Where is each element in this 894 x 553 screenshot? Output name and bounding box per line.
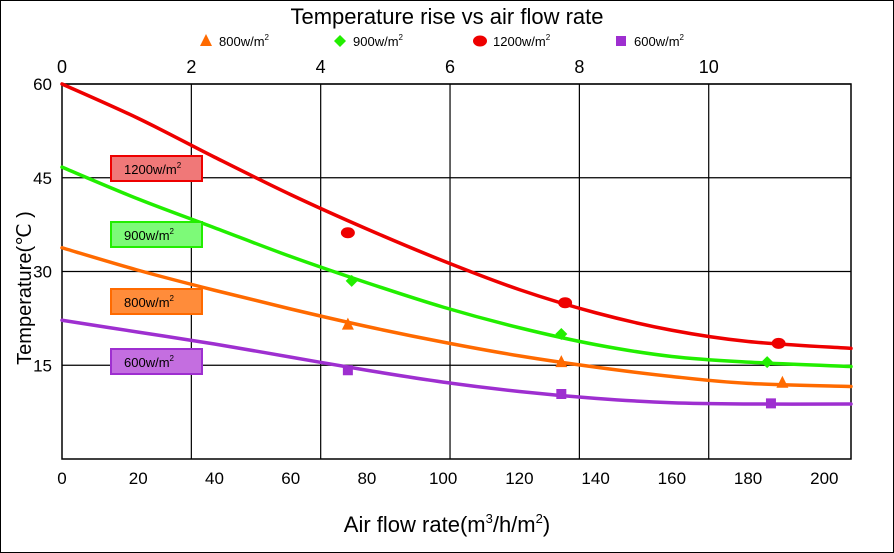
legend-label: 900w/m2 (353, 33, 404, 49)
x-top-tick-label: 6 (445, 57, 455, 77)
chart-title: Temperature rise vs air flow rate (291, 4, 604, 29)
legend-marker-circle (473, 35, 487, 47)
curve-label-text: 1200w/m2 (124, 161, 182, 177)
legend-label-sup: 2 (546, 33, 551, 42)
x-top-tick-label: 4 (316, 57, 326, 77)
x-tick-label: 180 (734, 469, 762, 488)
legend-label-sup: 2 (680, 33, 685, 42)
x-tick-label: 100 (429, 469, 457, 488)
data-point-triangle (555, 355, 568, 368)
y-tick-label: 15 (33, 356, 52, 375)
curve-label-sup: 2 (170, 294, 175, 303)
data-point-square (556, 389, 567, 399)
y-tick-label: 45 (33, 169, 52, 188)
legend-label-sup: 2 (399, 33, 404, 42)
curve-label-box (110, 155, 203, 182)
data-point-diamond (761, 356, 774, 369)
legend-label: 800w/m2 (219, 33, 270, 49)
x-tick-label: 80 (357, 469, 376, 488)
data-point-circle (771, 337, 786, 349)
data-point-triangle (776, 375, 789, 388)
markers (340, 227, 789, 409)
data-point-diamond (555, 328, 568, 340)
x-tick-label: 0 (57, 469, 66, 488)
legend-label-sup: 2 (265, 33, 270, 42)
x-tick-label: 200 (810, 469, 838, 488)
y-axis-label: Temperature(℃ ) (14, 211, 36, 365)
series-lines (60, 82, 853, 406)
y-tick-label: 30 (33, 263, 52, 282)
x-tick-label: 60 (281, 469, 300, 488)
x-top-tick-label: 0 (57, 57, 67, 77)
data-point-circle (558, 297, 573, 309)
legend-label: 600w/m2 (634, 33, 685, 49)
series-line-circle (60, 82, 853, 351)
x-axis-label-main: Air flow rate(m (344, 512, 486, 537)
x-tick-label: 120 (505, 469, 533, 488)
x-axis-label-end: ) (543, 512, 550, 537)
series-line-triangle (60, 246, 853, 389)
series-line-diamond (60, 165, 853, 369)
curve-label-sup: 2 (170, 354, 175, 363)
curve-label-text: 800w/m2 (124, 294, 175, 310)
x-top-tick-label: 2 (186, 57, 196, 77)
curve-label-text: 600w/m2 (124, 354, 175, 370)
curve-label-sup: 2 (170, 227, 175, 236)
legend-marker-square (616, 36, 626, 46)
x-axis-label-mid: /h/m (493, 512, 536, 537)
y-tick-label: 60 (33, 75, 52, 94)
curve-label-box (110, 288, 203, 315)
curve-label-box (110, 348, 203, 375)
legend-marker-diamond (334, 35, 346, 47)
x-tick-label: 20 (129, 469, 148, 488)
legend: 800w/m2 900w/m2 1200w/m2 600w/m2 (200, 33, 685, 49)
x-axis-label-sup1: 3 (486, 511, 493, 526)
data-point-square (765, 398, 776, 409)
x-tick-label: 40 (205, 469, 224, 488)
x-tick-label: 140 (581, 469, 609, 488)
legend-label: 1200w/m2 (493, 33, 551, 49)
curve-label-sup: 2 (177, 161, 182, 170)
x-tick-label: 160 (658, 469, 686, 488)
data-point-diamond (345, 274, 358, 287)
curve-label-text: 900w/m2 (124, 227, 175, 243)
data-point-triangle (341, 317, 354, 330)
series-line-square (60, 318, 853, 406)
data-point-circle (340, 227, 355, 239)
curve-label-box (110, 221, 203, 248)
legend-marker-triangle (200, 34, 212, 46)
x-top-tick-label: 8 (574, 57, 584, 77)
x-axis-label-sup2: 2 (536, 511, 543, 526)
data-point-square (342, 365, 353, 376)
curve-labels: 1200w/m2 900w/m2 800w/m2 600w/m2 (110, 155, 203, 375)
x-axis-label: Air flow rate(m3/h/m2) (344, 511, 550, 537)
tick-labels: 0 20 40 60 80 100 120 140 160 180 200 0 2 4 6 8 10 15 30 45… (33, 57, 838, 488)
x-top-tick-label: 10 (699, 57, 719, 77)
